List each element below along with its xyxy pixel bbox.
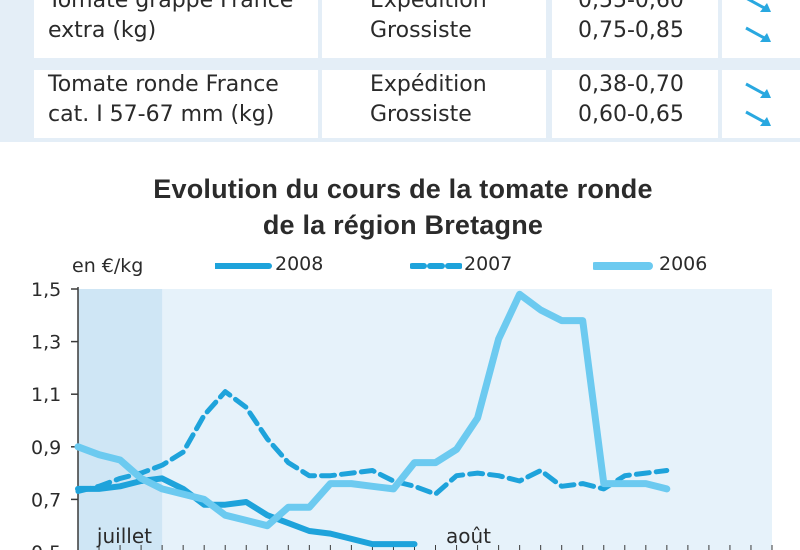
stage-grossiste: Grossiste xyxy=(370,18,472,43)
price-cell: 0,38-0,70 0,60-0,65 xyxy=(552,70,718,138)
table-row: Tomate ronde France cat. I 57-67 mm (kg)… xyxy=(0,70,800,138)
plot-background xyxy=(78,289,772,550)
product-spec: cat. I 57-67 mm (kg) xyxy=(48,102,275,127)
y-tick-label: 0,9 xyxy=(31,437,61,459)
price-grossiste: 0,60-0,65 xyxy=(578,102,684,127)
trend-down-icon xyxy=(745,110,771,126)
stage-grossiste: Grossiste xyxy=(370,102,472,127)
trend-down-icon xyxy=(745,82,771,98)
legend-swatch-2006 xyxy=(593,262,653,270)
y-tick-label: 0,7 xyxy=(31,489,61,511)
price-expedition: 0,38-0,70 xyxy=(578,72,684,97)
price-expedition: 0,55-0,60 xyxy=(578,0,684,13)
y-axis-unit: en €/kg xyxy=(72,255,144,277)
series-line-2008 xyxy=(75,475,418,548)
price-cell: 0,55-0,60 0,75-0,85 xyxy=(552,0,718,58)
product-name: Tomate grappe France xyxy=(48,0,294,13)
price-chart: Evolution du cours de la tomate ronde de… xyxy=(0,150,800,550)
series-line-2006 xyxy=(74,290,671,530)
trend-down-icon xyxy=(746,0,771,12)
product-spec: extra (kg) xyxy=(48,18,157,43)
price-table: Tomate grappe France extra (kg) Expéditi… xyxy=(0,0,800,142)
stage-expedition: Expédition xyxy=(370,0,487,13)
legend-label-2008: 2008 xyxy=(275,253,324,275)
y-tick-label: 1,1 xyxy=(31,384,61,406)
month-label: juillet xyxy=(96,524,152,548)
table-row: Tomate grappe France extra (kg) Expéditi… xyxy=(0,0,800,58)
y-tick-label: 1,5 xyxy=(31,279,61,301)
plot-area: 1,5 1,3 1,1 0,9 0,7 0,5 juillet août xyxy=(31,279,773,550)
stage-cell: Expédition Grossiste xyxy=(322,70,546,138)
legend-label-2007: 2007 xyxy=(464,253,513,275)
legend-label-2006: 2006 xyxy=(659,253,708,275)
legend-swatch-2008 xyxy=(215,263,272,269)
y-tick-label: 0,5 xyxy=(31,542,61,550)
product-cell: Tomate ronde France cat. I 57-67 mm (kg) xyxy=(34,70,318,138)
y-tick-label: 1,3 xyxy=(31,332,61,354)
product-name: Tomate ronde France xyxy=(48,72,279,97)
july-band xyxy=(78,289,163,550)
trend-cell xyxy=(722,70,800,138)
series-line-2007 xyxy=(75,389,670,497)
price-grossiste: 0,75-0,85 xyxy=(578,18,684,43)
month-label: août xyxy=(446,524,491,548)
product-cell: Tomate grappe France extra (kg) xyxy=(34,0,318,58)
legend-swatch-2007 xyxy=(410,263,462,269)
stage-cell: Expédition Grossiste xyxy=(322,0,546,58)
trend-down-icon xyxy=(745,26,771,42)
chart-title: Evolution du cours de la tomate ronde xyxy=(153,174,653,204)
trend-cell xyxy=(722,0,800,58)
chart-subtitle: de la région Bretagne xyxy=(262,210,544,240)
stage-expedition: Expédition xyxy=(370,72,487,97)
